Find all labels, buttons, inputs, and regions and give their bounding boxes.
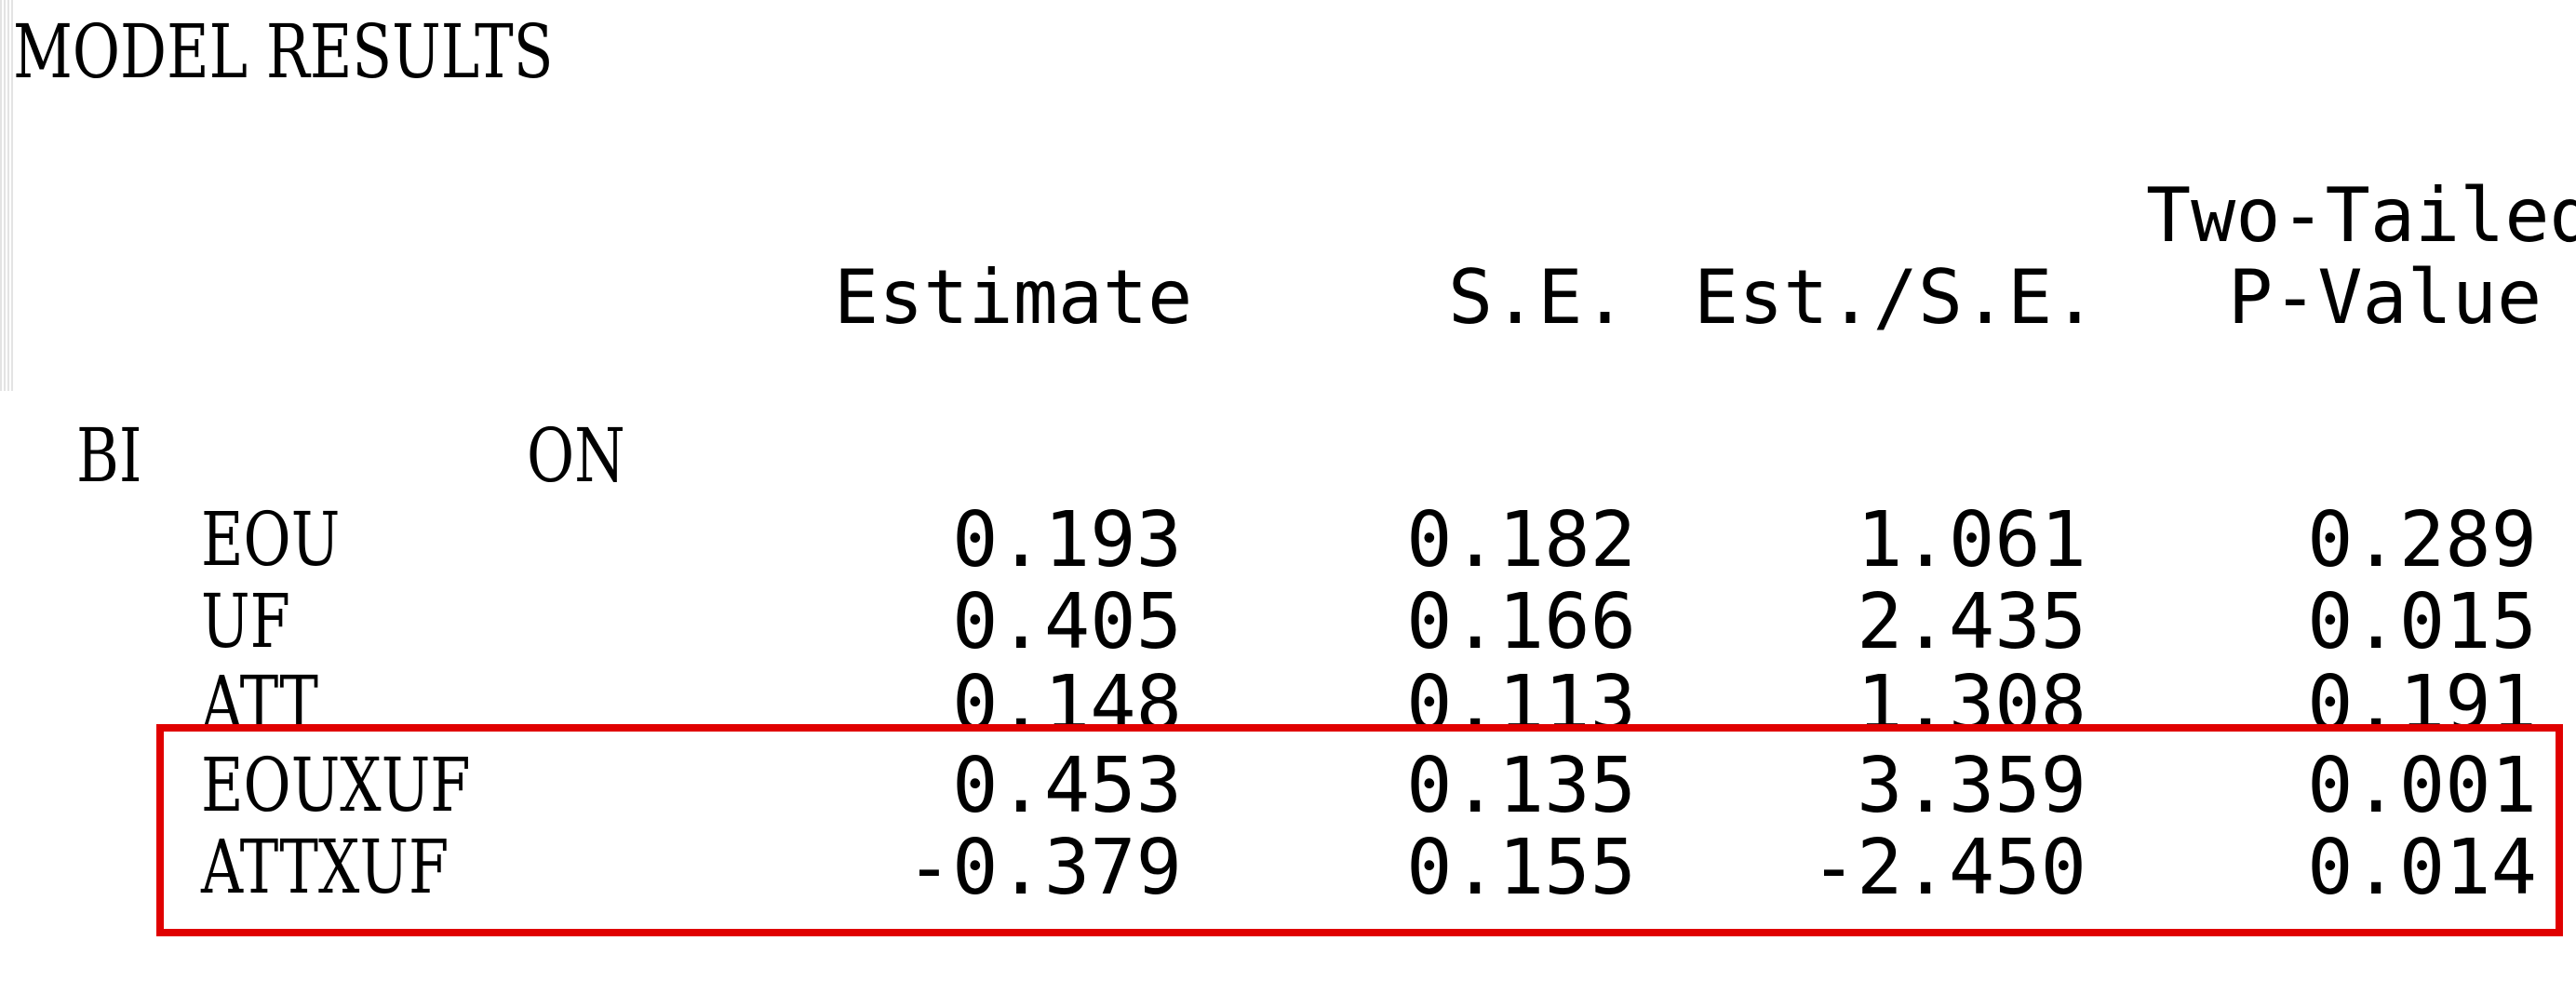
row-label: UF — [201, 578, 290, 665]
column-header-se: S.E. — [1448, 254, 1628, 341]
est-se-cell: 1.061 — [1857, 496, 2086, 585]
se-cell: 0.135 — [1406, 742, 1636, 830]
column-header-estimate: Estimate — [834, 254, 1193, 341]
se-cell: 0.182 — [1406, 496, 1636, 585]
group-relation-label: ON — [527, 412, 625, 499]
estimate-cell: 0.453 — [952, 742, 1182, 830]
estimate-cell: 0.405 — [952, 578, 1182, 666]
est-se-cell: 3.359 — [1857, 742, 2086, 830]
pvalue-cell: 0.014 — [2307, 824, 2537, 912]
interaction-terms-highlight-box — [156, 724, 2563, 936]
page-title: MODEL RESULTS — [13, 8, 554, 95]
group-dependent-variable: BI — [76, 412, 142, 499]
se-cell: 0.166 — [1406, 578, 1636, 666]
pvalue-cell: 0.001 — [2307, 742, 2537, 830]
row-label: ATTXUF — [201, 824, 449, 910]
se-cell: 0.155 — [1406, 824, 1636, 912]
left-gutter-rule — [0, 0, 13, 391]
est-se-cell: -2.450 — [1810, 824, 2086, 912]
estimate-cell: -0.379 — [906, 824, 1182, 912]
column-header-pvalue-line2: P-Value — [2228, 254, 2542, 341]
pvalue-cell: 0.289 — [2307, 496, 2537, 585]
column-header-pvalue-line1: Two-Tailed — [2146, 172, 2576, 259]
pvalue-cell: 0.015 — [2307, 578, 2537, 666]
est-se-cell: 2.435 — [1857, 578, 2086, 666]
row-label: EOUXUF — [201, 742, 471, 828]
column-header-est-se: Est./S.E. — [1694, 254, 2098, 341]
row-label: EOU — [201, 496, 341, 583]
estimate-cell: 0.193 — [952, 496, 1182, 585]
